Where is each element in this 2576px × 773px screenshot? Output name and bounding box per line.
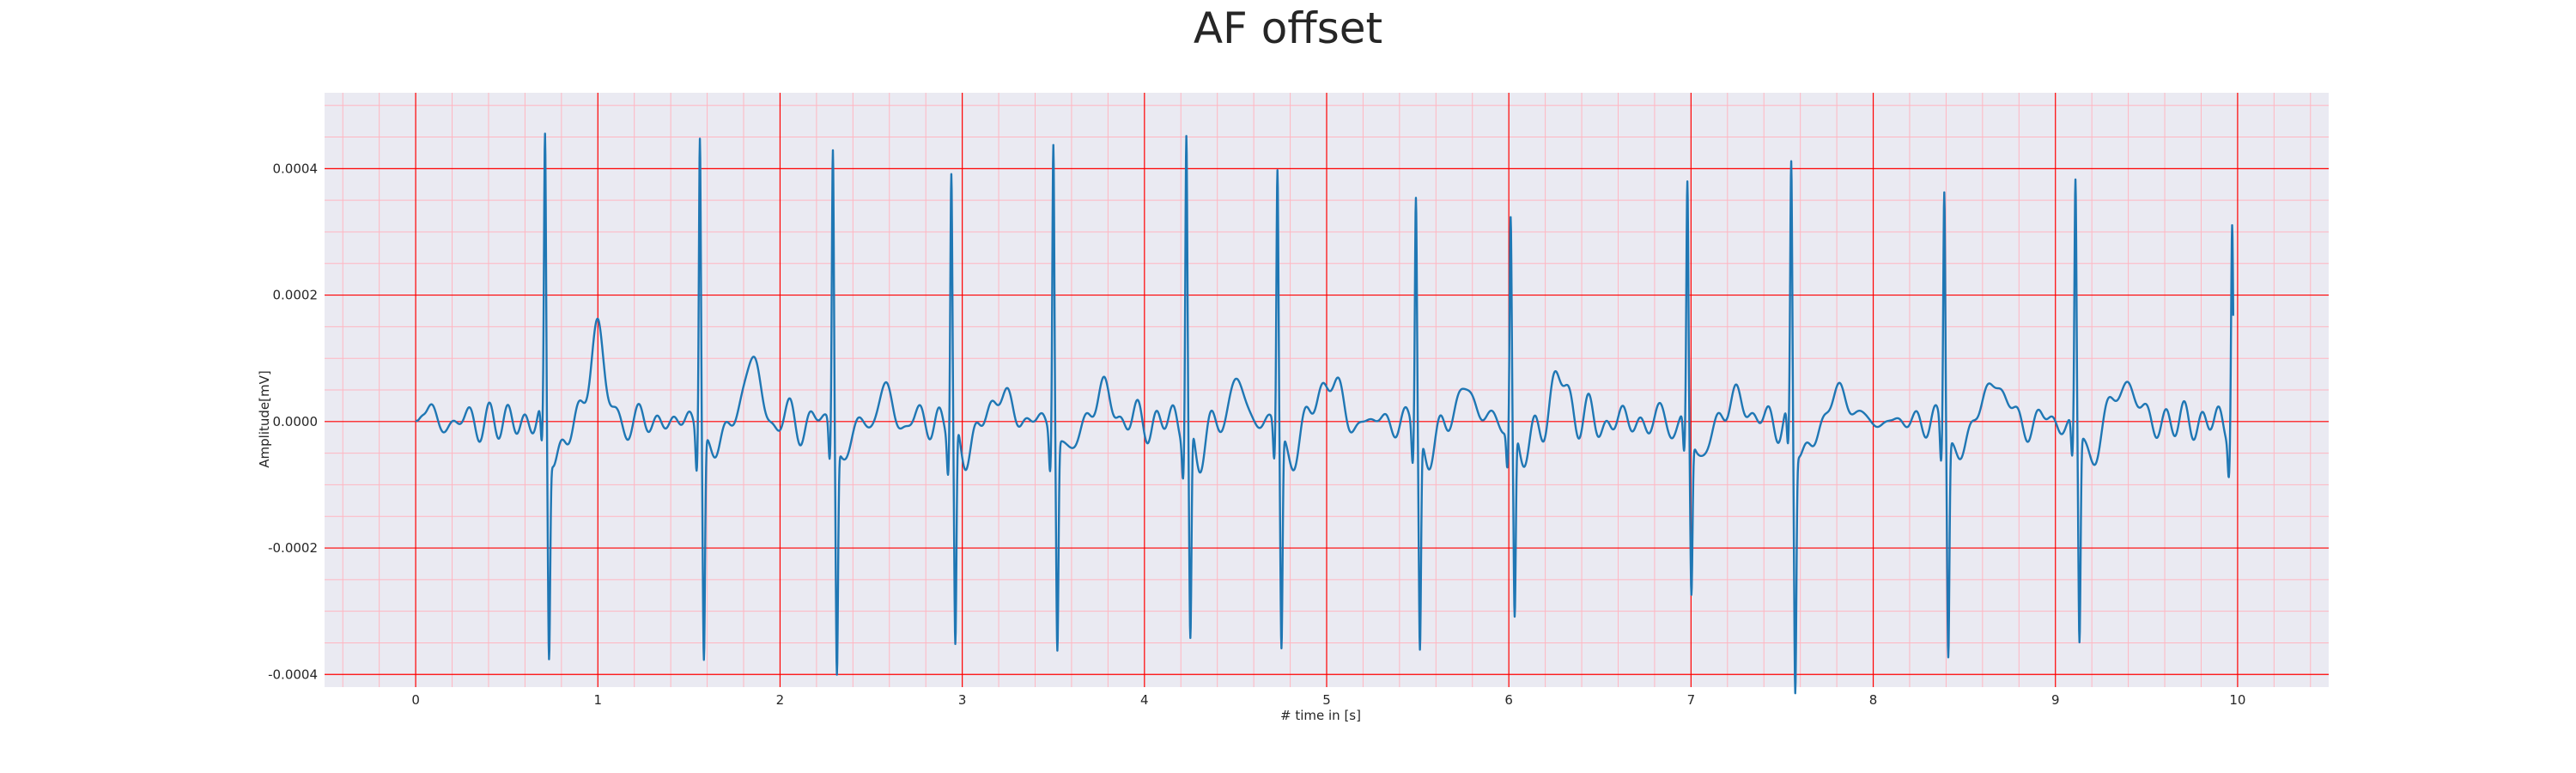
x-tick-label: 0 <box>411 692 420 708</box>
x-axis-label: # time in [s] <box>1280 708 1361 723</box>
x-tick-label: 6 <box>1504 692 1513 708</box>
ecg-signal-line <box>415 132 2235 695</box>
x-tick-label: 4 <box>1140 692 1149 708</box>
y-axis-label: Amplitude[mV] <box>257 370 272 467</box>
y-tick-label: 0.0000 <box>273 414 319 429</box>
x-tick-label: 9 <box>2051 692 2060 708</box>
y-tick-labels: -0.0004 -0.0002 0.0000 0.0002 0.0004 <box>268 161 318 682</box>
chart-title: AF offset <box>1194 3 1382 53</box>
y-tick-label: 0.0002 <box>273 288 319 303</box>
x-tick-label: 8 <box>1869 692 1878 708</box>
y-tick-label: -0.0002 <box>268 540 318 556</box>
major-grid <box>325 93 2329 687</box>
x-tick-labels: 0 1 2 3 4 5 6 7 8 9 10 <box>411 692 2245 708</box>
y-tick-label: 0.0004 <box>273 161 319 176</box>
y-tick-label: -0.0004 <box>268 666 318 682</box>
x-tick-label: 7 <box>1687 692 1696 708</box>
x-tick-label: 5 <box>1322 692 1331 708</box>
x-tick-label: 1 <box>593 692 602 708</box>
x-tick-label: 3 <box>958 692 967 708</box>
x-tick-label: 2 <box>776 692 785 708</box>
x-tick-label: 10 <box>2229 692 2245 708</box>
